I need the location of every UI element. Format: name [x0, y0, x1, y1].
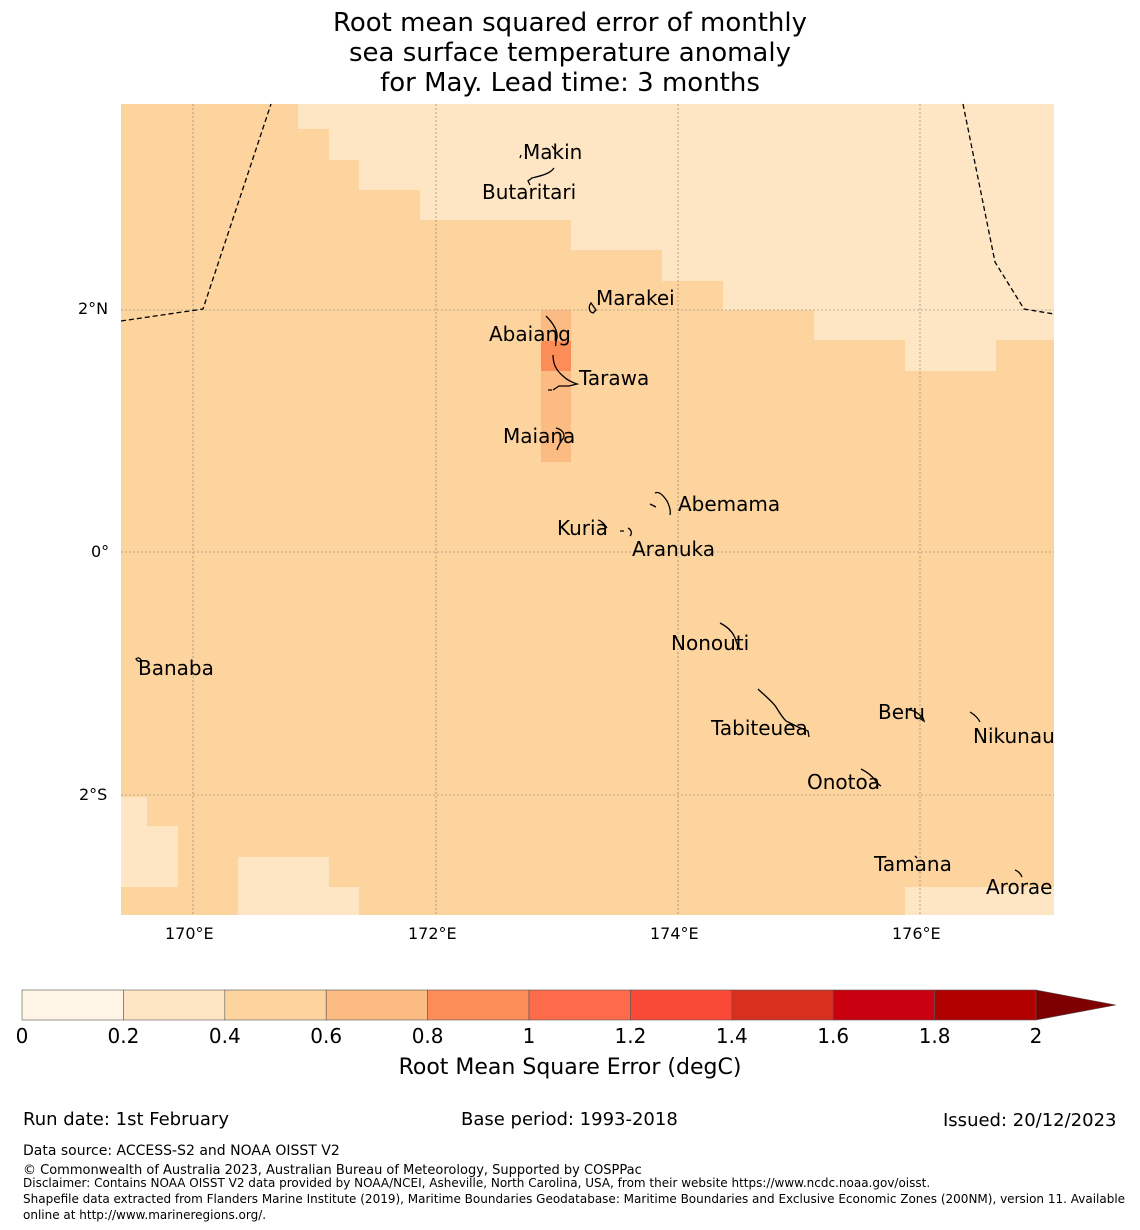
colorbar-tick-label: 1.2: [614, 1024, 647, 1048]
title-line-3: for May. Lead time: 3 months: [380, 68, 760, 98]
island-label-tamana: Tamana: [874, 852, 952, 876]
colorbar-tick-label: 0.6: [310, 1024, 343, 1048]
copyright: © Commonwealth of Australia 2023, Austra…: [23, 1163, 642, 1178]
eez-boundary-west: [120, 103, 272, 322]
colorbar-tick-label: 1.8: [918, 1024, 951, 1048]
map-title: Root mean squared error of monthly sea s…: [0, 8, 1140, 98]
colorbar-tick-label: 0: [15, 1024, 29, 1048]
banaba-outline: [135, 657, 142, 663]
colorbar-tick-label: 1: [522, 1024, 536, 1048]
lon-tick-176: 176°E: [892, 924, 941, 943]
island-label-maiana: Maiana: [503, 424, 576, 448]
makin-outline: [519, 145, 556, 159]
butaritari-outline: [527, 167, 555, 186]
colorbar-segment: [832, 989, 935, 1021]
colorbar: [21, 989, 1117, 1021]
onotoa-outline: [860, 768, 882, 787]
island-label-abaiang: Abaiang: [489, 322, 571, 346]
island-label-abemama: Abemama: [678, 492, 781, 516]
issued-date: Issued: 20/12/2023: [943, 1110, 1117, 1131]
colorbar-tick-label: 1.4: [715, 1024, 748, 1048]
lat-tick-2s: 2°S: [79, 785, 108, 804]
island-label-arorae: Arorae: [986, 875, 1053, 899]
island-outlines: [135, 145, 1023, 878]
rmse-field-tarawa-high: [541, 310, 571, 341]
island-label-makin: Makin: [523, 140, 583, 164]
abaiang-outline: [545, 315, 558, 347]
colorbar-segment: [427, 989, 530, 1021]
island-label-marakei: Marakei: [596, 286, 675, 310]
eez-boundary-east: [962, 103, 1055, 315]
abemama-outline: [649, 491, 672, 516]
title-line-2: sea surface temperature anomaly: [349, 38, 791, 68]
island-label-butaritari: Butaritari: [482, 180, 577, 204]
shapefile-credit-1: Shapefile data extracted from Flanders M…: [23, 1192, 1126, 1206]
kuria-outline: [597, 519, 632, 537]
island-label-nikunau: Nikunau: [973, 724, 1055, 748]
tamana-outline: [914, 855, 918, 859]
colorbar-tick-label: 0.4: [208, 1024, 241, 1048]
arorae-outline: [1014, 869, 1023, 878]
base-period: Base period: 1993-2018: [461, 1109, 678, 1130]
island-label-nonouti: Nonouti: [671, 631, 750, 655]
nonouti-outline: [719, 622, 739, 651]
lon-tick-174: 174°E: [650, 924, 699, 943]
colorbar-tick-label: 0.2: [107, 1024, 140, 1048]
island-label-aranuka: Aranuka: [632, 537, 715, 561]
lat-tick-2n: 2°N: [78, 299, 109, 318]
island-label-kuria: Kuria: [557, 516, 608, 540]
disclaimer: Disclaimer: Contains NOAA OISST V2 data …: [23, 1176, 931, 1190]
nikunau-outline: [969, 711, 981, 723]
rmse-field-low-south: [238, 857, 359, 915]
run-date: Run date: 1st February: [23, 1109, 229, 1130]
colorbar-segment: [123, 989, 226, 1021]
island-label-tabiteuea: Tabiteuea: [711, 716, 808, 740]
island-label-onotoa: Onotoa: [807, 770, 880, 794]
data-source: Data source: ACCESS-S2 and NOAA OISST V2: [23, 1143, 340, 1159]
island-label-beru: Beru: [878, 700, 925, 724]
colorbar-tick-label: 0.8: [411, 1024, 444, 1048]
graticule: [121, 104, 1054, 915]
tarawa-outline: [548, 354, 580, 391]
colorbar-segment: [21, 989, 124, 1021]
rmse-field-low-southeast: [905, 887, 1054, 915]
colorbar-tick-label: 2: [1029, 1024, 1043, 1048]
colorbar-segment: [630, 989, 733, 1021]
colorbar-segment: [934, 989, 1037, 1021]
tabiteuea-outline: [757, 688, 810, 738]
marakei-outline: [588, 301, 597, 314]
colorbar-extend-arrow: [1035, 989, 1117, 1021]
colorbar-segment: [325, 989, 428, 1021]
lat-tick-0: 0°: [91, 542, 110, 561]
colorbar-tick-label: 1.6: [817, 1024, 850, 1048]
colorbar-segment: [731, 989, 834, 1021]
shapefile-credit-2: online at http://www.marineregions.org/.: [23, 1208, 267, 1222]
rmse-field-low-southwest: [121, 797, 178, 887]
colorbar-segment: [224, 989, 327, 1021]
title-line-1: Root mean squared error of monthly: [332, 8, 808, 38]
maiana-outline: [555, 427, 565, 451]
lon-tick-172: 172°E: [408, 924, 457, 943]
lon-tick-170: 170°E: [165, 924, 214, 943]
beru-outline: [908, 709, 926, 723]
colorbar-segment: [528, 989, 631, 1021]
colorbar-label: Root Mean Square Error (degC): [398, 1055, 742, 1080]
rmse-field-low-north: [298, 104, 1054, 371]
island-label-tarawa: Tarawa: [579, 366, 650, 390]
island-label-banaba: Banaba: [138, 656, 214, 680]
rmse-field-maiana-high: [541, 371, 571, 462]
